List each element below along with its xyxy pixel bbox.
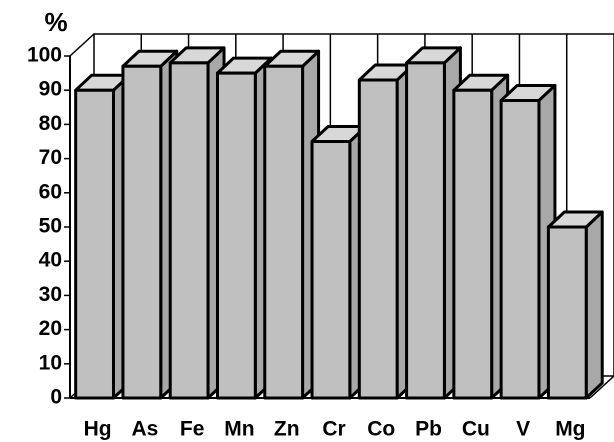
bar bbox=[357, 78, 399, 400]
bar bbox=[310, 140, 352, 400]
x-tick-label: Fe bbox=[180, 418, 205, 441]
bar bbox=[546, 225, 588, 400]
x-tick-label: Cr bbox=[322, 418, 345, 441]
bar bbox=[121, 64, 163, 400]
bar bbox=[452, 88, 494, 400]
x-tick-label: Pb bbox=[415, 418, 442, 441]
y-tick-label: 90 bbox=[39, 78, 62, 101]
y-tick-label: 60 bbox=[39, 180, 62, 203]
x-tick-label: V bbox=[516, 418, 530, 441]
bar bbox=[263, 64, 305, 400]
y-tick-label: 70 bbox=[39, 146, 62, 169]
y-tick-label: 50 bbox=[39, 215, 62, 238]
x-tick-label: Co bbox=[367, 418, 395, 441]
x-tick-label: Mn bbox=[224, 418, 254, 441]
bar bbox=[405, 61, 446, 400]
x-tick-label: Mg bbox=[555, 418, 585, 441]
y-tick-label: 30 bbox=[39, 283, 62, 306]
x-tick-label: Cu bbox=[462, 418, 490, 441]
bar-side bbox=[584, 210, 604, 400]
back-top-left bbox=[69, 33, 95, 57]
y-tick-label: 0 bbox=[50, 386, 62, 409]
x-tick-label: Zn bbox=[274, 418, 300, 441]
bar bbox=[499, 98, 541, 400]
x-tick-label: Hg bbox=[84, 418, 112, 441]
chart-title: % bbox=[44, 7, 67, 37]
bar bbox=[168, 61, 210, 400]
y-tick-label: 100 bbox=[27, 44, 62, 67]
x-tick-label: As bbox=[131, 418, 158, 441]
floor-edge bbox=[589, 375, 614, 399]
bar bbox=[74, 88, 115, 400]
y-tick-label: 40 bbox=[39, 249, 62, 272]
bar bbox=[215, 71, 257, 400]
y-tick-label: 80 bbox=[39, 112, 62, 135]
y-tick-label: 10 bbox=[39, 351, 62, 374]
y-tick-label: 20 bbox=[39, 317, 62, 340]
